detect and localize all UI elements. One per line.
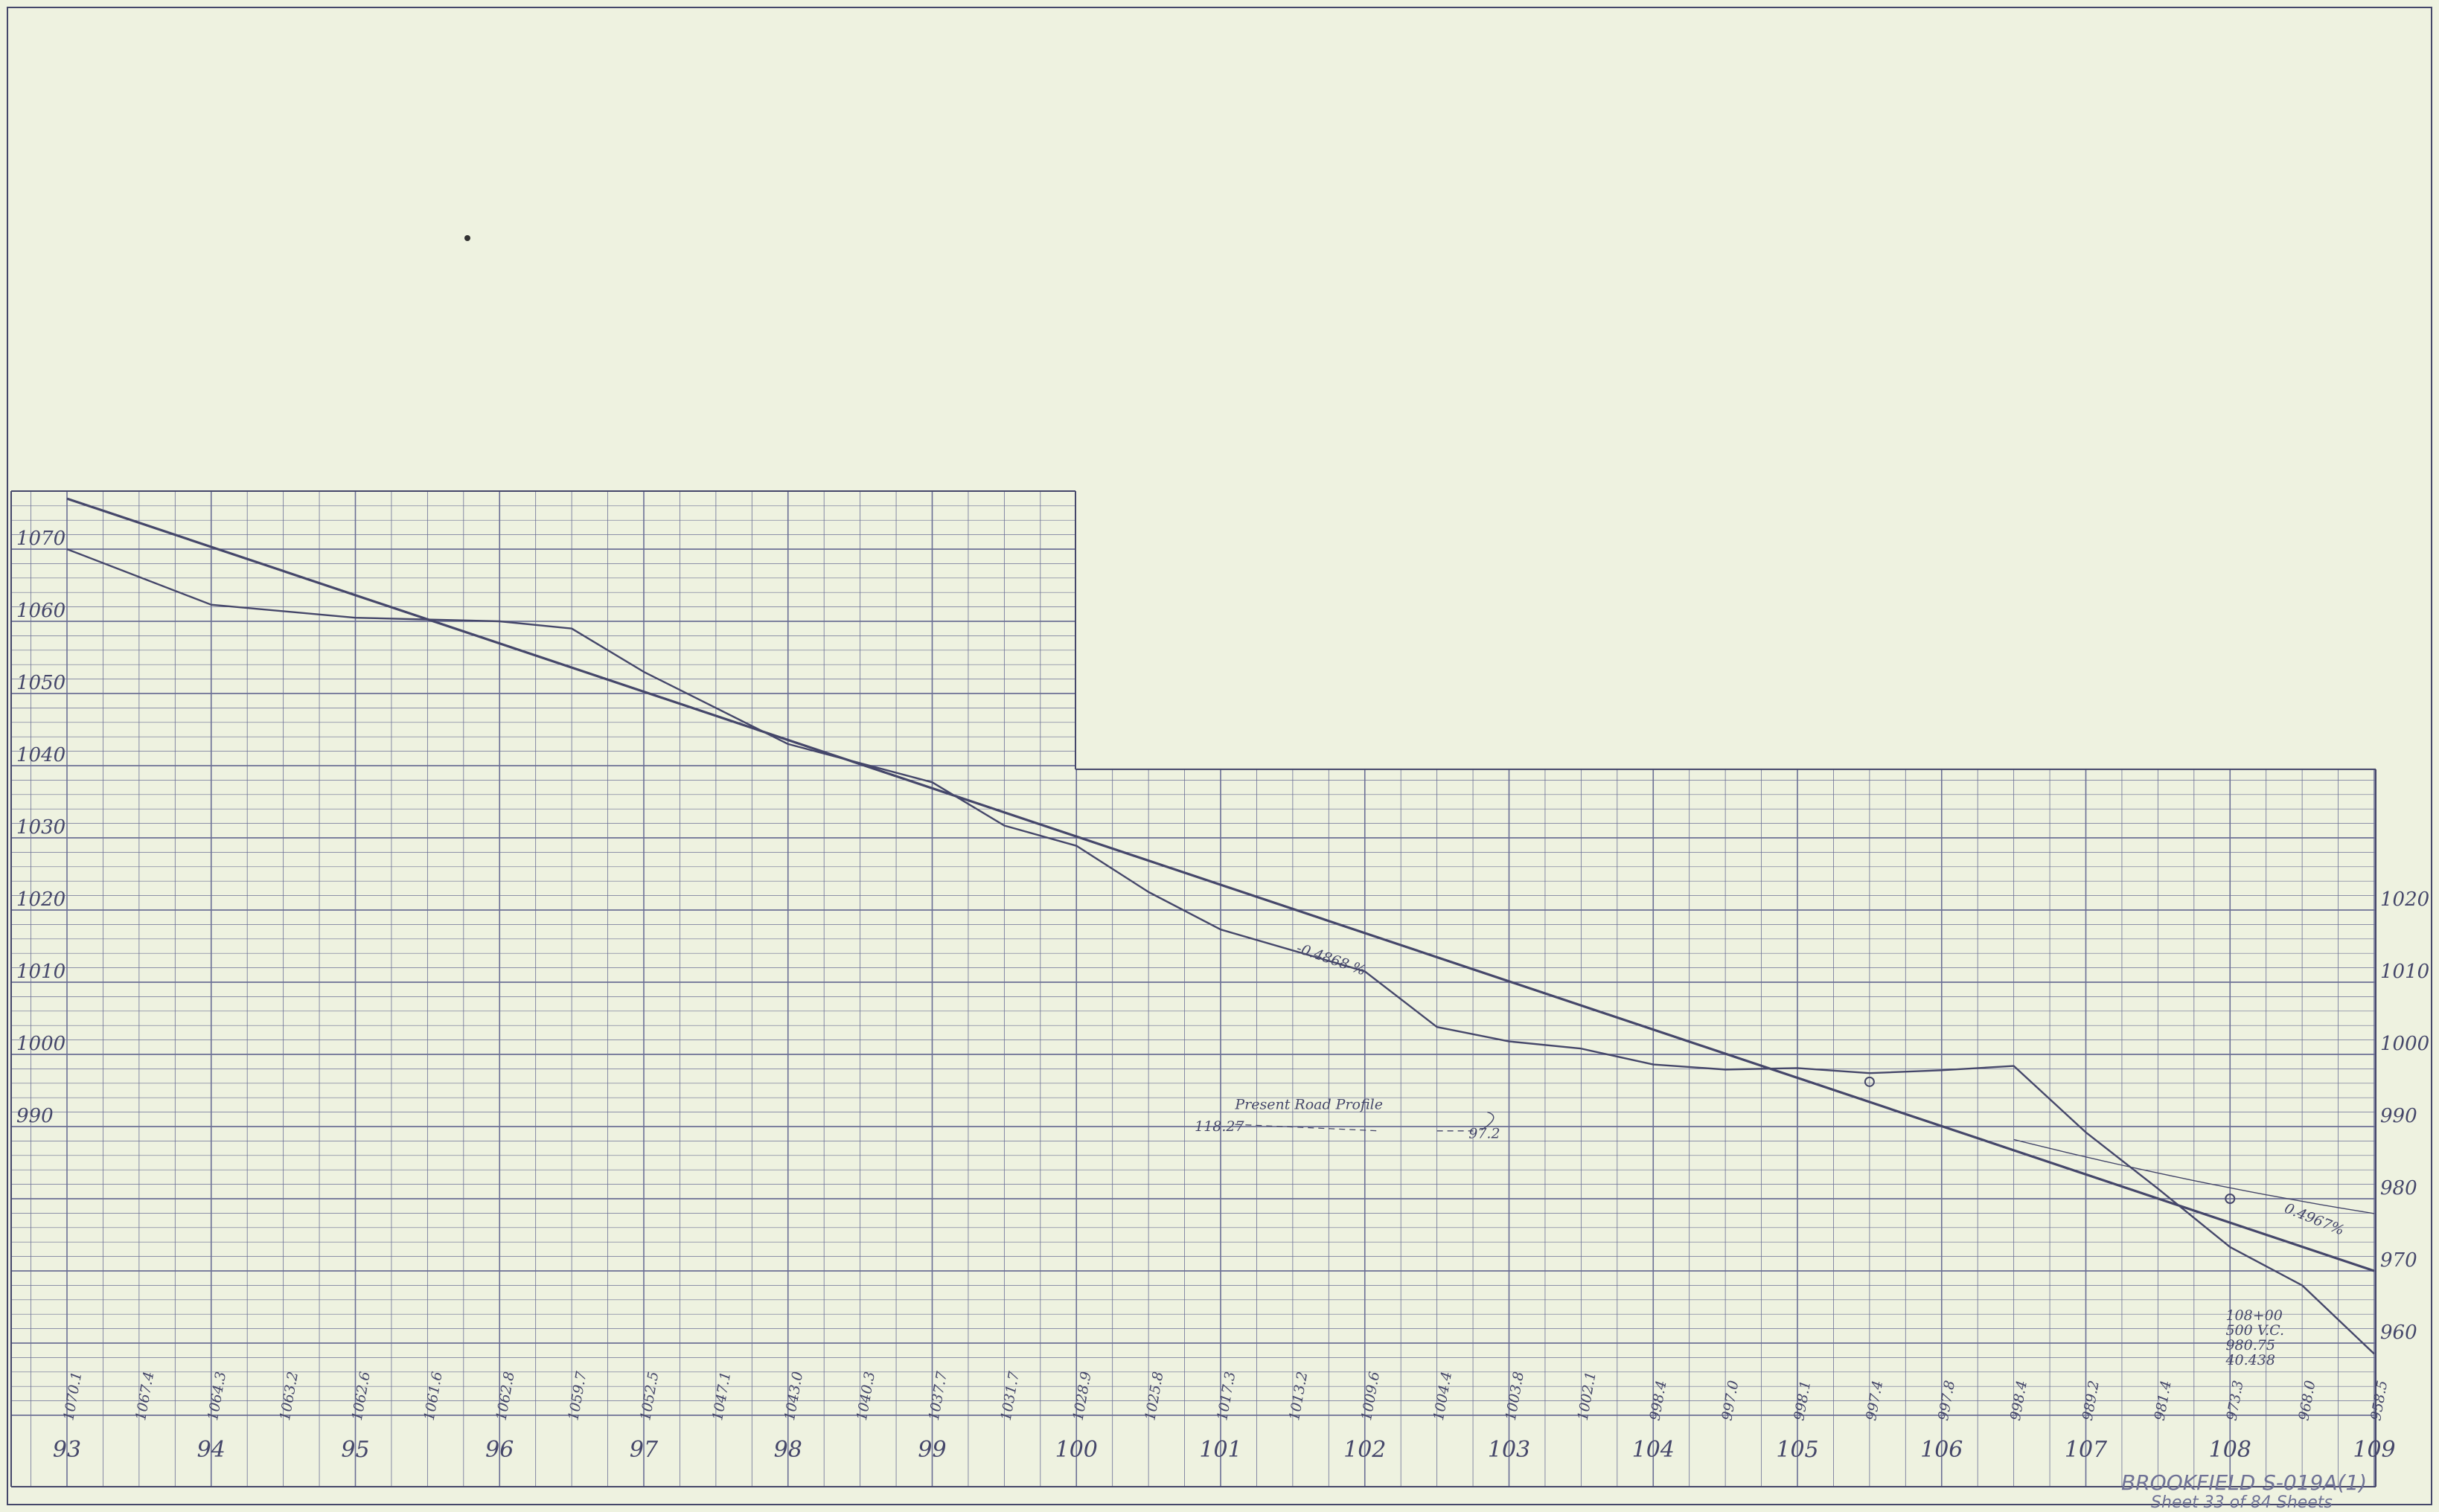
y-tick-label-right: 980	[2380, 1177, 2417, 1199]
y-tick-label-left: 1010	[16, 961, 65, 983]
el-left-label: 118.27	[1195, 1118, 1244, 1135]
grade-line	[66, 497, 2375, 1272]
ground-elevation-label: 958.5	[2368, 1379, 2391, 1421]
ground-elevation-label: 1013.2	[1286, 1371, 1311, 1422]
x-tick-label: 101	[1199, 1437, 1241, 1463]
x-tick-label: 108	[2209, 1437, 2251, 1463]
project-name: BROOKFIELD	[2121, 1470, 2255, 1495]
y-tick-label-right: 1020	[2380, 888, 2429, 911]
x-tick-label: 106	[1920, 1437, 1963, 1463]
y-tick-label-left: 1060	[16, 600, 65, 622]
y-tick-label-left: 1070	[16, 528, 65, 550]
x-tick-label: 105	[1776, 1437, 1818, 1463]
curve-data-label: 980.75	[2225, 1337, 2275, 1354]
ground-elevation-label: 1003.8	[1503, 1371, 1527, 1422]
ground-elevation-label: 1070.1	[60, 1371, 85, 1422]
grade-annotation: -0.4868 %	[1294, 940, 1368, 978]
y-tick-label-left: 1020	[16, 888, 65, 911]
present-road-label: Present Road Profile	[1234, 1097, 1383, 1113]
x-tick-label: 97	[630, 1437, 659, 1463]
ground-elevation-label: 1009.6	[1358, 1371, 1383, 1422]
curve-data-label: 500 V.C.	[2225, 1322, 2284, 1339]
x-tick-label: 103	[1488, 1437, 1530, 1463]
ground-elevation-label: 1025.8	[1142, 1371, 1166, 1422]
pvi-marker	[1864, 1076, 1875, 1087]
x-tick-label: 107	[2065, 1437, 2108, 1463]
ground-elevation-label: 1004.4	[1431, 1371, 1455, 1422]
ink-speck	[464, 235, 470, 241]
ground-elevation-label: 1037.7	[926, 1370, 950, 1422]
ground-elevation-label: 1047.1	[709, 1371, 734, 1422]
x-tick-label: 98	[774, 1437, 802, 1463]
present-road-leader	[1235, 1124, 1380, 1132]
curve-data-label: 108+00	[2225, 1307, 2282, 1324]
y-tick-label-right: 960	[2380, 1322, 2417, 1344]
ground-elevation-label: 1017.3	[1214, 1371, 1238, 1422]
x-tick-label: 95	[341, 1437, 369, 1463]
x-tick-label: 100	[1055, 1437, 1098, 1463]
el-right-label: 97.2	[1468, 1126, 1500, 1142]
x-tick-label: 94	[197, 1437, 226, 1463]
grade-right-annotation: 0.4967%	[2282, 1200, 2347, 1239]
y-tick-label-left: 1030	[16, 816, 65, 839]
x-tick-label: 104	[1632, 1437, 1675, 1463]
x-tick-label: 96	[485, 1437, 514, 1463]
ground-elevation-label: 1064.3	[205, 1371, 229, 1422]
y-tick-label-right: 1010	[2380, 961, 2429, 983]
ground-elevation-label: 1031.7	[998, 1370, 1023, 1422]
present-road-arrow	[1481, 1111, 1495, 1131]
project-number: S-019A(1)	[2263, 1470, 2367, 1495]
y-tick-label-right: 1000	[2380, 1033, 2429, 1055]
ground-elevation-label: 1063.2	[277, 1371, 301, 1422]
y-tick-label-right: 970	[2380, 1249, 2417, 1272]
curve-data-label: 40.438	[2225, 1352, 2275, 1368]
x-tick-label: 102	[1343, 1437, 1386, 1463]
ground-elevation-label: 1061.6	[421, 1371, 446, 1422]
ground-elevation-label: 1062.6	[349, 1371, 374, 1422]
x-tick-label: 99	[918, 1437, 946, 1463]
ground-elevation-label: 1052.5	[637, 1371, 662, 1422]
sheet-border	[7, 7, 2432, 1505]
ground-elevation-label: 1059.7	[565, 1370, 589, 1422]
y-tick-label-left: 1040	[16, 744, 65, 766]
y-tick-label-right: 990	[2380, 1105, 2417, 1127]
ground-line	[66, 548, 2375, 1355]
ground-elevation-label: 1002.1	[1575, 1371, 1599, 1422]
sheet-label: Sheet 33 of 84 Sheets	[2151, 1493, 2333, 1512]
x-tick-label: 109	[2353, 1437, 2395, 1463]
y-tick-label-left: 1000	[16, 1033, 65, 1055]
x-tick-label: 93	[53, 1437, 81, 1463]
ground-elevation-label: 1067.4	[132, 1371, 157, 1422]
ground-elevation-label: 1043.0	[781, 1371, 806, 1422]
ground-elevation-label: 1062.8	[493, 1371, 518, 1422]
pvi-marker	[2225, 1194, 2236, 1204]
y-tick-label-left: 990	[16, 1105, 54, 1127]
y-tick-label-left: 1050	[16, 672, 65, 694]
ground-elevation-label: 1028.9	[1070, 1371, 1095, 1422]
ground-elevation-label: 1040.3	[854, 1371, 878, 1422]
vertical-curve-line	[2013, 1138, 2375, 1214]
